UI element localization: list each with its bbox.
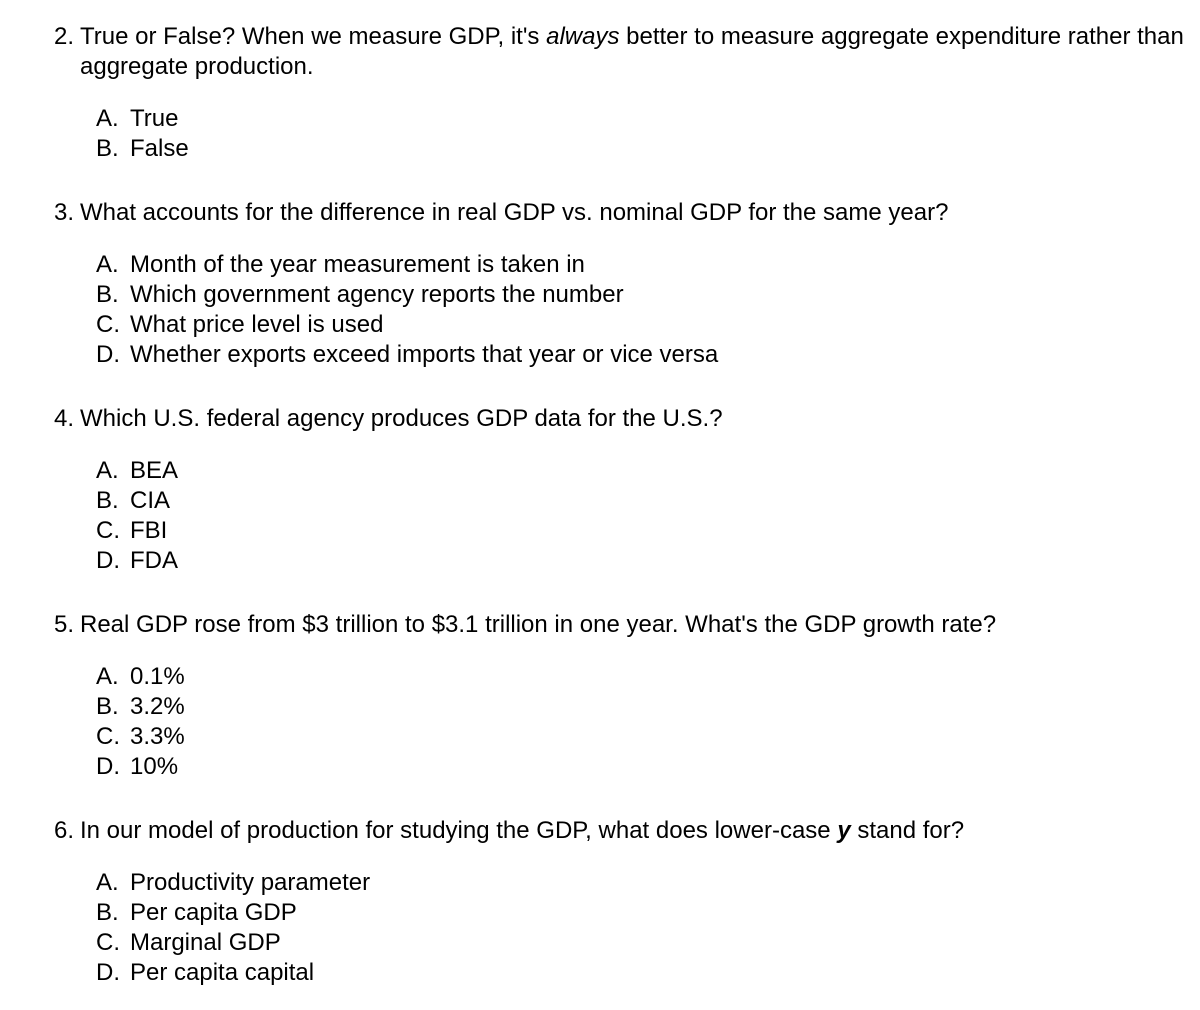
option-text: Whether exports exceed imports that year…	[130, 340, 1200, 370]
option-d[interactable]: D. Per capita capital	[96, 958, 1200, 988]
option-b[interactable]: B. False	[96, 134, 1200, 164]
option-label: B.	[96, 898, 130, 928]
stem-post: stand for?	[851, 817, 964, 844]
options-list: A. 0.1% B. 3.2% C. 3.3% D. 10%	[96, 662, 1200, 782]
option-a[interactable]: A. True	[96, 104, 1200, 134]
option-text: False	[130, 134, 1200, 164]
stem-pre: In our model of production for studying …	[80, 817, 837, 844]
option-text: Productivity parameter	[130, 868, 1200, 898]
question-number: 6.	[40, 816, 80, 846]
option-text: Per capita GDP	[130, 898, 1200, 928]
option-text: 10%	[130, 752, 1200, 782]
option-a[interactable]: A. BEA	[96, 456, 1200, 486]
option-text: What price level is used	[130, 310, 1200, 340]
question-6: 6. In our model of production for studyi…	[40, 816, 1200, 988]
option-label: C.	[96, 516, 130, 546]
option-label: B.	[96, 692, 130, 722]
option-label: C.	[96, 310, 130, 340]
stem-pre: True or False? When we measure GDP, it's	[80, 23, 546, 50]
option-text: FDA	[130, 546, 1200, 576]
question-stem: Real GDP rose from $3 trillion to $3.1 t…	[80, 610, 1200, 640]
option-text: Month of the year measurement is taken i…	[130, 250, 1200, 280]
option-label: B.	[96, 486, 130, 516]
option-d[interactable]: D. Whether exports exceed imports that y…	[96, 340, 1200, 370]
option-c[interactable]: C. FBI	[96, 516, 1200, 546]
option-text: Per capita capital	[130, 958, 1200, 988]
option-b[interactable]: B. Which government agency reports the n…	[96, 280, 1200, 310]
option-label: A.	[96, 662, 130, 692]
option-text: True	[130, 104, 1200, 134]
option-text: FBI	[130, 516, 1200, 546]
option-text: Which government agency reports the numb…	[130, 280, 1200, 310]
question-stem: What accounts for the difference in real…	[80, 198, 1200, 228]
option-d[interactable]: D. FDA	[96, 546, 1200, 576]
question-number: 4.	[40, 404, 80, 434]
option-d[interactable]: D. 10%	[96, 752, 1200, 782]
question-stem-row: 6. In our model of production for studyi…	[40, 816, 1200, 846]
options-list: A. Productivity parameter B. Per capita …	[96, 868, 1200, 988]
option-label: D.	[96, 752, 130, 782]
question-3: 3. What accounts for the difference in r…	[40, 198, 1200, 370]
options-list: A. BEA B. CIA C. FBI D. FDA	[96, 456, 1200, 576]
option-a[interactable]: A. 0.1%	[96, 662, 1200, 692]
option-label: D.	[96, 340, 130, 370]
option-c[interactable]: C. 3.3%	[96, 722, 1200, 752]
option-b[interactable]: B. Per capita GDP	[96, 898, 1200, 928]
option-text: BEA	[130, 456, 1200, 486]
question-stem: True or False? When we measure GDP, it's…	[80, 22, 1200, 82]
option-label: B.	[96, 134, 130, 164]
option-text: 3.3%	[130, 722, 1200, 752]
question-5: 5. Real GDP rose from $3 trillion to $3.…	[40, 610, 1200, 782]
option-label: A.	[96, 104, 130, 134]
options-list: A. True B. False	[96, 104, 1200, 164]
question-stem-row: 2. True or False? When we measure GDP, i…	[40, 22, 1200, 82]
option-text: 0.1%	[130, 662, 1200, 692]
option-a[interactable]: A. Productivity parameter	[96, 868, 1200, 898]
question-stem: Which U.S. federal agency produces GDP d…	[80, 404, 1200, 434]
option-c[interactable]: C. What price level is used	[96, 310, 1200, 340]
question-stem: In our model of production for studying …	[80, 816, 1200, 846]
option-text: 3.2%	[130, 692, 1200, 722]
option-text: CIA	[130, 486, 1200, 516]
option-label: A.	[96, 250, 130, 280]
option-label: A.	[96, 868, 130, 898]
option-c[interactable]: C. Marginal GDP	[96, 928, 1200, 958]
question-number: 3.	[40, 198, 80, 228]
option-label: D.	[96, 958, 130, 988]
option-label: C.	[96, 928, 130, 958]
option-b[interactable]: B. 3.2%	[96, 692, 1200, 722]
stem-bold-italic: y	[837, 817, 850, 844]
stem-italic: always	[546, 23, 619, 50]
option-b[interactable]: B. CIA	[96, 486, 1200, 516]
question-stem-row: 3. What accounts for the difference in r…	[40, 198, 1200, 228]
question-stem-row: 4. Which U.S. federal agency produces GD…	[40, 404, 1200, 434]
question-stem-row: 5. Real GDP rose from $3 trillion to $3.…	[40, 610, 1200, 640]
options-list: A. Month of the year measurement is take…	[96, 250, 1200, 370]
question-number: 2.	[40, 22, 80, 52]
question-4: 4. Which U.S. federal agency produces GD…	[40, 404, 1200, 576]
option-label: C.	[96, 722, 130, 752]
question-number: 5.	[40, 610, 80, 640]
option-label: D.	[96, 546, 130, 576]
option-text: Marginal GDP	[130, 928, 1200, 958]
option-a[interactable]: A. Month of the year measurement is take…	[96, 250, 1200, 280]
option-label: A.	[96, 456, 130, 486]
option-label: B.	[96, 280, 130, 310]
question-2: 2. True or False? When we measure GDP, i…	[40, 22, 1200, 164]
